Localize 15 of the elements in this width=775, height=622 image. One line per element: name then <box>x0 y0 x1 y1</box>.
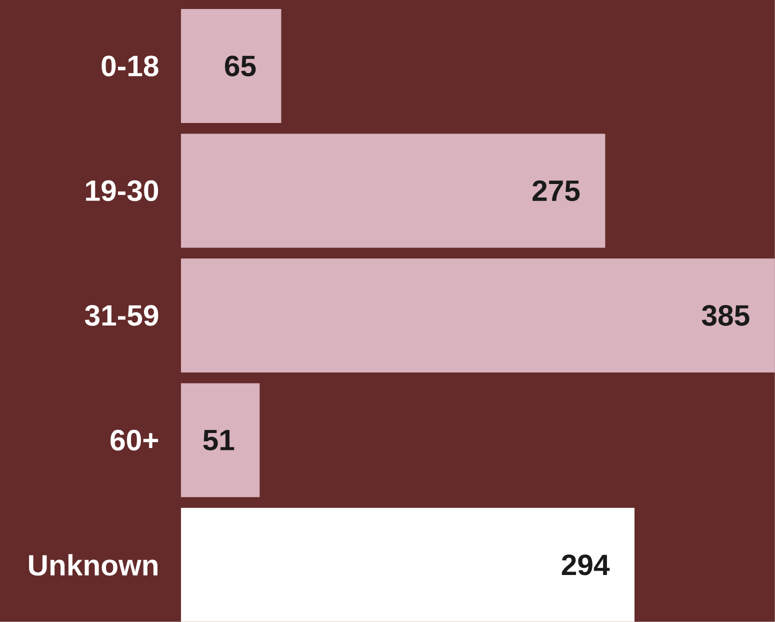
y-tick-label: 60+ <box>110 430 158 451</box>
data-label: 294 <box>562 554 610 576</box>
bar <box>180 258 775 372</box>
y-tick-label: 31-59 <box>84 305 158 326</box>
bar <box>180 134 606 248</box>
bar <box>180 508 634 622</box>
data-label: 385 <box>702 305 750 326</box>
y-tick-label: 0-18 <box>102 56 158 76</box>
bar <box>180 9 282 124</box>
y-tick-label: Unknown <box>29 554 158 576</box>
data-label: 65 <box>224 56 256 76</box>
data-label: 275 <box>532 180 580 202</box>
bar <box>180 383 260 498</box>
y-tick-label: 19-30 <box>86 180 158 202</box>
data-label: 51 <box>203 430 234 450</box>
